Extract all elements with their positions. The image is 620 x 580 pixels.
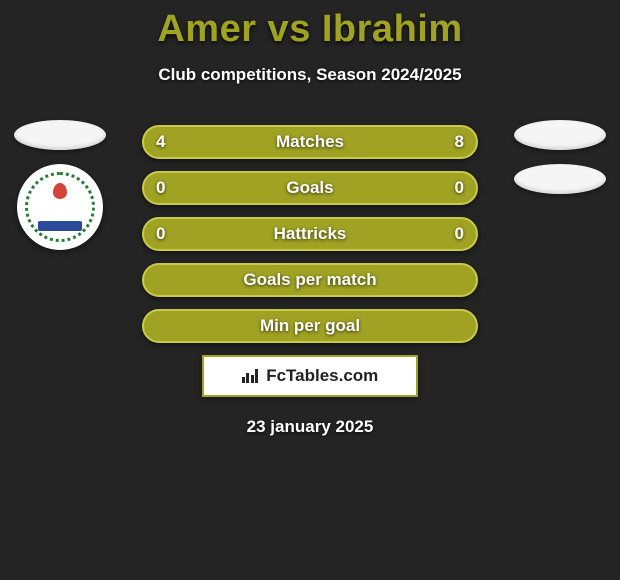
stat-bar-matches: 4 Matches 8 (142, 125, 478, 159)
stat-right-value: 0 (455, 224, 464, 244)
stat-row: Min per goal (0, 309, 620, 343)
stat-label: Hattricks (274, 224, 347, 244)
page-title: Amer vs Ibrahim (0, 0, 620, 51)
stat-label: Min per goal (260, 316, 360, 336)
bar-chart-icon (242, 369, 259, 383)
club-placeholder-icon (514, 164, 606, 194)
stat-label: Matches (276, 132, 344, 152)
stat-bar-goals: 0 Goals 0 (142, 171, 478, 205)
player-placeholder-icon (14, 120, 106, 150)
stat-right-value: 0 (455, 178, 464, 198)
stat-row: Goals per match (0, 263, 620, 297)
club-badge-inner-icon (25, 172, 95, 242)
footer-date: 23 january 2025 (0, 417, 620, 437)
stat-label: Goals per match (243, 270, 376, 290)
player-left-column (14, 120, 106, 250)
page-subtitle: Club competitions, Season 2024/2025 (0, 65, 620, 85)
branding-text: FcTables.com (266, 366, 378, 386)
stat-bar-hattricks: 0 Hattricks 0 (142, 217, 478, 251)
stat-left-value: 0 (156, 178, 165, 198)
stat-label: Goals (286, 178, 333, 198)
player-placeholder-icon (514, 120, 606, 150)
stat-left-value: 0 (156, 224, 165, 244)
stat-bar-goals-per-match: Goals per match (142, 263, 478, 297)
stat-bar-min-per-goal: Min per goal (142, 309, 478, 343)
stat-left-value: 4 (156, 132, 165, 152)
stat-right-value: 8 (455, 132, 464, 152)
player-right-column (514, 120, 606, 194)
branding-box[interactable]: FcTables.com (202, 355, 418, 397)
club-badge-left (17, 164, 103, 250)
